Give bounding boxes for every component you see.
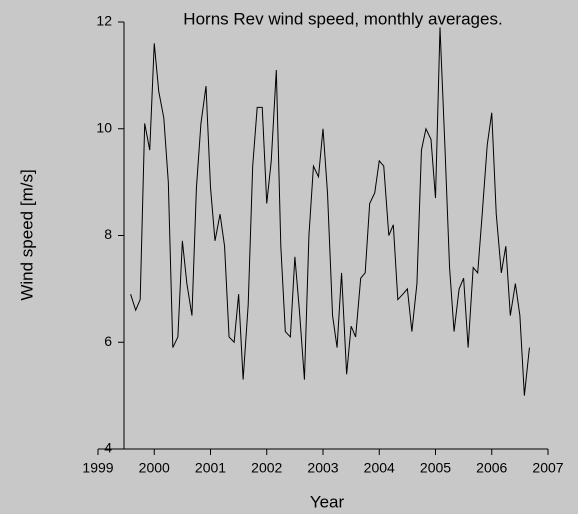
y-tick-label: 4	[104, 440, 112, 456]
y-tick-label: 10	[96, 119, 112, 135]
x-tick-label: 2001	[195, 460, 226, 476]
chart-title: Horns Rev wind speed, monthly averages.	[183, 9, 502, 28]
y-tick-label: 8	[104, 226, 112, 242]
x-tick-label: 2002	[251, 460, 282, 476]
x-tick-label: 2003	[307, 460, 338, 476]
x-tick-label: 2000	[139, 460, 170, 476]
x-tick-label: 2004	[364, 460, 395, 476]
y-tick-label: 6	[104, 333, 112, 349]
x-tick-label: 2007	[532, 460, 563, 476]
y-tick-label: 12	[96, 13, 112, 29]
y-axis-label: Wind speed [m/s]	[17, 169, 36, 300]
x-tick-label: 2006	[476, 460, 507, 476]
x-tick-label: 1999	[82, 460, 113, 476]
data-line	[130, 27, 530, 396]
x-axis-label: Year	[310, 492, 345, 511]
x-tick-label: 2005	[420, 460, 451, 476]
